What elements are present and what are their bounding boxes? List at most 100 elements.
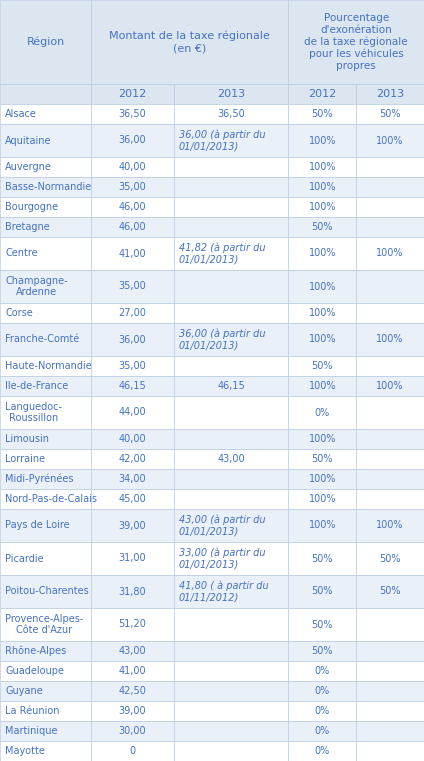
Bar xyxy=(356,217,424,237)
Bar xyxy=(356,489,424,509)
Bar xyxy=(0,396,91,429)
Bar xyxy=(174,323,288,356)
Bar xyxy=(0,0,91,84)
Bar xyxy=(91,741,174,761)
Text: 0%: 0% xyxy=(315,706,330,716)
Text: 100%: 100% xyxy=(309,308,336,318)
Bar xyxy=(356,356,424,376)
Text: Corse: Corse xyxy=(5,308,33,318)
Bar xyxy=(174,608,288,641)
Text: Midi-Pyrénées: Midi-Pyrénées xyxy=(5,474,73,484)
Text: 2013: 2013 xyxy=(376,89,404,99)
Text: 100%: 100% xyxy=(309,249,336,259)
Bar xyxy=(91,237,174,270)
Bar xyxy=(174,641,288,661)
Bar xyxy=(288,661,356,681)
Text: Haute-Normandie: Haute-Normandie xyxy=(5,361,92,371)
Text: 31,00: 31,00 xyxy=(119,553,146,563)
Text: Auvergne: Auvergne xyxy=(5,162,52,172)
Bar xyxy=(0,429,91,449)
Bar xyxy=(91,104,174,124)
Bar xyxy=(288,376,356,396)
Bar xyxy=(356,575,424,608)
Bar xyxy=(288,396,356,429)
Text: Ile-de-France: Ile-de-France xyxy=(5,381,68,391)
Text: 46,15: 46,15 xyxy=(119,381,146,391)
Bar xyxy=(356,270,424,303)
Text: 50%: 50% xyxy=(312,361,333,371)
Bar xyxy=(288,104,356,124)
Bar xyxy=(174,270,288,303)
Text: 36,00 (à partir du
01/01/2013): 36,00 (à partir du 01/01/2013) xyxy=(179,129,265,151)
Text: Lorraine: Lorraine xyxy=(5,454,45,464)
Bar xyxy=(174,197,288,217)
Bar xyxy=(356,721,424,741)
Text: Pourcentage
d'exonération
de la taxe régionale
pour les véhicules
propres: Pourcentage d'exonération de la taxe rég… xyxy=(304,13,408,71)
Text: Centre: Centre xyxy=(5,249,38,259)
Text: 41,00: 41,00 xyxy=(119,666,146,676)
Bar xyxy=(174,177,288,197)
Text: 50%: 50% xyxy=(312,553,333,563)
Text: Champagne-
Ardenne: Champagne- Ardenne xyxy=(5,275,67,298)
Bar xyxy=(288,157,356,177)
Bar xyxy=(288,429,356,449)
Bar xyxy=(174,84,288,104)
Bar xyxy=(288,177,356,197)
Bar xyxy=(356,323,424,356)
Bar xyxy=(91,157,174,177)
Text: 40,00: 40,00 xyxy=(119,434,146,444)
Text: Languedoc-
Roussillon: Languedoc- Roussillon xyxy=(5,402,62,423)
Text: Provence-Alpes-
Côte d'Azur: Provence-Alpes- Côte d'Azur xyxy=(5,613,84,635)
Bar xyxy=(174,356,288,376)
Text: 0: 0 xyxy=(129,746,136,756)
Bar xyxy=(356,608,424,641)
Bar xyxy=(288,84,356,104)
Text: 41,80 ( à partir du
01/11/2012): 41,80 ( à partir du 01/11/2012) xyxy=(179,581,268,603)
Bar xyxy=(356,641,424,661)
Bar xyxy=(0,469,91,489)
Bar xyxy=(0,104,91,124)
Text: 2012: 2012 xyxy=(118,89,147,99)
Text: Région: Région xyxy=(26,37,65,47)
Bar xyxy=(288,641,356,661)
Bar xyxy=(0,270,91,303)
Bar xyxy=(288,542,356,575)
Text: 100%: 100% xyxy=(309,494,336,504)
Bar xyxy=(174,701,288,721)
Bar xyxy=(356,177,424,197)
Text: Limousin: Limousin xyxy=(5,434,49,444)
Bar xyxy=(0,542,91,575)
Bar xyxy=(91,608,174,641)
Text: 100%: 100% xyxy=(309,182,336,192)
Text: 2012: 2012 xyxy=(308,89,336,99)
Text: 100%: 100% xyxy=(377,335,404,345)
Bar xyxy=(356,376,424,396)
Bar xyxy=(288,449,356,469)
Bar xyxy=(91,0,288,84)
Text: 44,00: 44,00 xyxy=(119,407,146,418)
Text: 35,00: 35,00 xyxy=(119,182,146,192)
Text: 33,00 (à partir du
01/01/2013): 33,00 (à partir du 01/01/2013) xyxy=(179,547,265,569)
Text: 40,00: 40,00 xyxy=(119,162,146,172)
Bar xyxy=(91,376,174,396)
Text: 36,00 (à partir du
01/01/2013): 36,00 (à partir du 01/01/2013) xyxy=(179,329,265,351)
Text: 0%: 0% xyxy=(315,666,330,676)
Bar xyxy=(0,489,91,509)
Text: 0%: 0% xyxy=(315,746,330,756)
Bar xyxy=(174,469,288,489)
Text: 50%: 50% xyxy=(312,109,333,119)
Text: 50%: 50% xyxy=(312,587,333,597)
Bar xyxy=(174,237,288,270)
Bar xyxy=(0,661,91,681)
Bar xyxy=(0,237,91,270)
Text: 39,00: 39,00 xyxy=(119,706,146,716)
Bar xyxy=(174,124,288,157)
Text: Mayotte: Mayotte xyxy=(5,746,45,756)
Bar xyxy=(288,469,356,489)
Bar xyxy=(356,449,424,469)
Bar xyxy=(356,681,424,701)
Bar xyxy=(91,721,174,741)
Bar xyxy=(91,469,174,489)
Bar xyxy=(0,681,91,701)
Bar xyxy=(91,489,174,509)
